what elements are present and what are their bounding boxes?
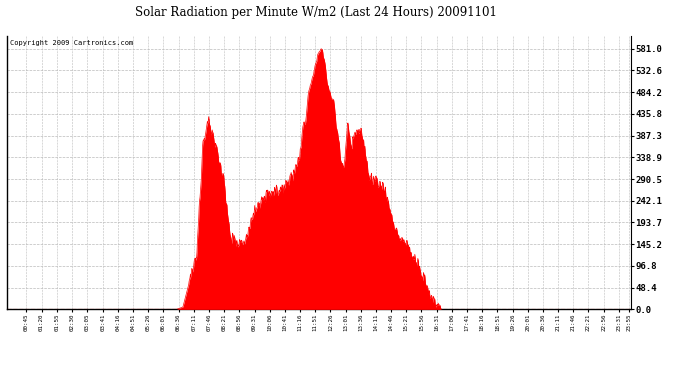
Text: Copyright 2009 Cartronics.com: Copyright 2009 Cartronics.com [10, 40, 133, 46]
Text: Solar Radiation per Minute W/m2 (Last 24 Hours) 20091101: Solar Radiation per Minute W/m2 (Last 24… [135, 6, 497, 19]
